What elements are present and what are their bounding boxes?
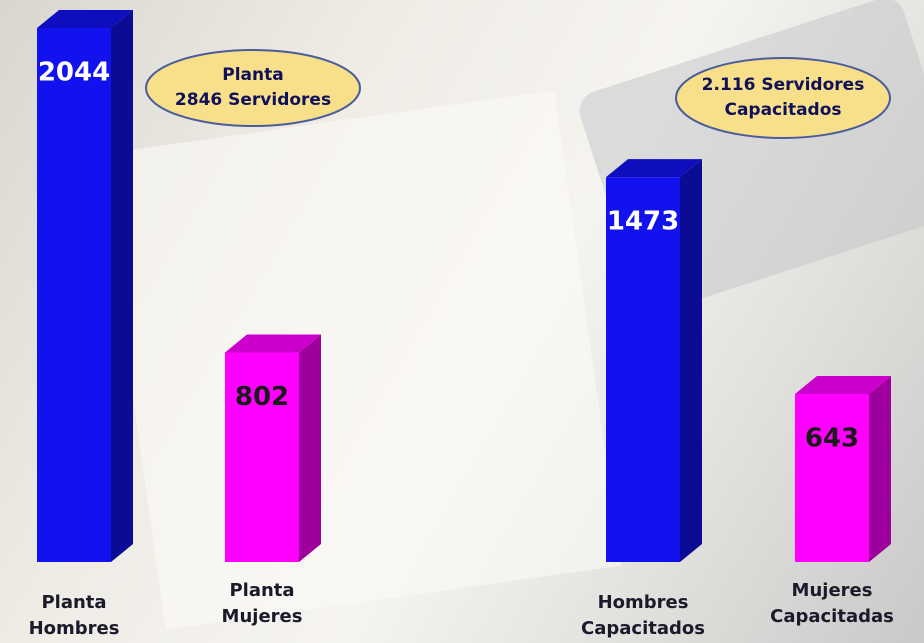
x-tick-label: Planta Hombres (0, 590, 164, 642)
bar (795, 394, 869, 562)
value-label: 802 (235, 382, 289, 412)
value-label: 643 (805, 424, 859, 454)
bar-side (680, 159, 702, 562)
bar-side (111, 10, 133, 562)
value-label: 2044 (38, 58, 110, 88)
background-paper (99, 90, 621, 629)
chart: 2044 802 1473 643 Planta HombresPlanta Muje… (0, 0, 924, 643)
x-tick-label: Planta Mujeres (172, 578, 352, 630)
value-label: 1473 (607, 207, 679, 237)
bar (37, 28, 111, 562)
annotation: 2.116 Servidores Capacitados (676, 73, 890, 123)
x-tick-label: Hombres Capacitados (553, 590, 733, 642)
annotation: Planta 2846 Servidores (146, 63, 360, 113)
bar-side (299, 334, 321, 562)
x-tick-label: Mujeres Capacitadas (742, 578, 922, 630)
bar-side (869, 376, 891, 562)
